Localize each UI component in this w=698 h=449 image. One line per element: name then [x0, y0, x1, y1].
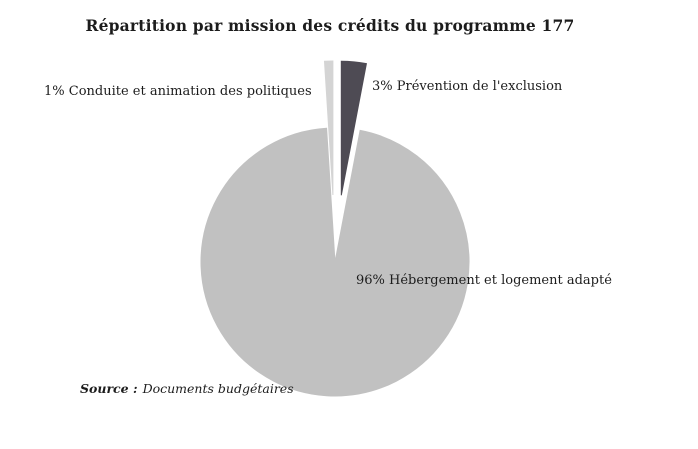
- source-note: Source : Documents budgétaires: [80, 381, 294, 396]
- pie-slice-2: [200, 127, 470, 397]
- pie-slice-1: [340, 60, 367, 196]
- source-value: Documents budgétaires: [142, 381, 294, 396]
- data-label-conduite: 1% Conduite et animation des politiques: [44, 84, 312, 99]
- pie-slice-0: [323, 60, 334, 196]
- chart-title: Répartition par mission des crédits du p…: [85, 16, 575, 35]
- data-label-prevention: 3% Prévention de l'exclusion: [372, 79, 563, 94]
- source-label: Source :: [80, 381, 138, 396]
- data-label-hebergement: 96% Hébergement et logement adapté: [356, 273, 612, 288]
